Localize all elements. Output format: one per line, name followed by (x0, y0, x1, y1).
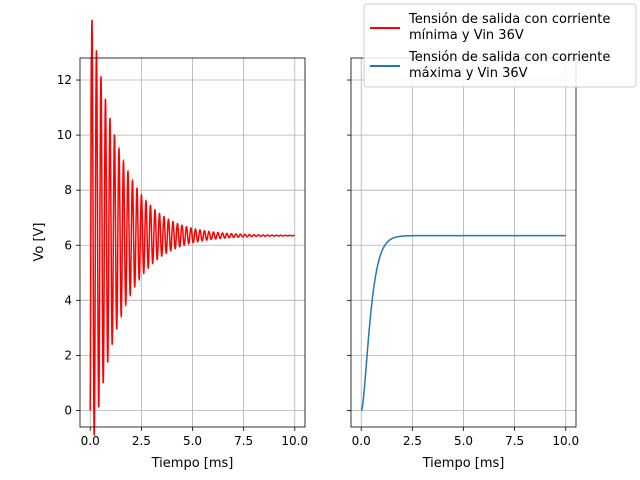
x-tick-label: 7.5 (505, 434, 524, 448)
y-tick-label: 8 (64, 183, 72, 197)
x-tick-label: 0.0 (352, 434, 371, 448)
x-axis-label-left: Tiempo [ms] (151, 456, 234, 471)
panel-left: 0.0 2.5 5.0 7.5 10.0 0 2 4 6 8 10 12 Tiempo [ms] V… (32, 19, 308, 471)
x-ticks-left: 0.0 2.5 5.0 7.5 10.0 (81, 427, 308, 448)
legend-label-max-line2: máxima y Vin 36V (409, 66, 528, 81)
series-line-left-0 (89, 19, 295, 436)
grid-right (351, 58, 576, 427)
y-tick-label: 6 (64, 238, 72, 252)
x-tick-label: 10.0 (281, 434, 308, 448)
y-tick-label: 0 (64, 403, 72, 417)
x-tick-label: 10.0 (552, 434, 579, 448)
panel-right: 0.0 2.5 5.0 7.5 10.0 Tiempo [ms] (347, 57, 579, 471)
y-tick-label: 4 (64, 293, 72, 307)
y-ticks-right (347, 79, 351, 411)
y-axis-label: Vo [V] (32, 222, 47, 261)
legend: Tensión de salida con corriente mínima y… (363, 3, 637, 88)
y-tick-label: 10 (57, 128, 72, 142)
series-right (360, 234, 566, 412)
y-ticks-left: 0 2 4 6 8 10 12 (57, 73, 80, 417)
legend-box (363, 3, 637, 88)
x-tick-label: 2.5 (403, 434, 422, 448)
legend-label-min-line1: Tensión de salida con corriente (408, 12, 610, 27)
x-tick-label: 5.0 (454, 434, 473, 448)
x-tick-label: 0.0 (81, 434, 100, 448)
series-line-right-0 (360, 234, 566, 412)
x-tick-label: 2.5 (132, 434, 151, 448)
legend-label-max-line1: Tensión de salida con corriente (408, 50, 610, 65)
x-axis-label-right: Tiempo [ms] (422, 456, 505, 471)
x-ticks-right: 0.0 2.5 5.0 7.5 10.0 (352, 427, 579, 448)
y-tick-label: 2 (64, 348, 72, 362)
x-tick-label: 7.5 (234, 434, 253, 448)
series-left (89, 19, 295, 436)
legend-label-min-line2: mínima y Vin 36V (409, 28, 524, 43)
y-tick-label: 12 (57, 73, 72, 87)
x-tick-label: 5.0 (183, 434, 202, 448)
